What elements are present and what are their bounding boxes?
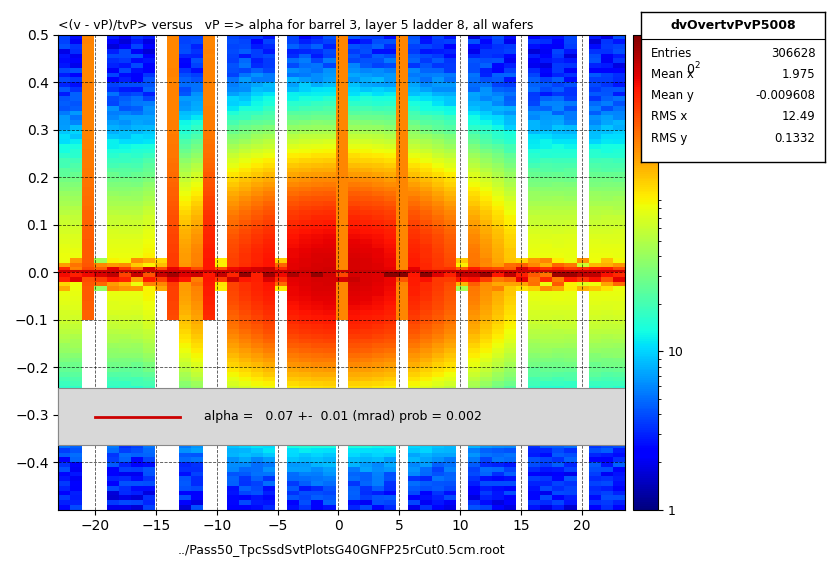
Text: alpha =   0.07 +-  0.01 (mrad) prob = 0.002: alpha = 0.07 +- 0.01 (mrad) prob = 0.002	[204, 411, 482, 423]
Text: Entries: Entries	[651, 47, 692, 60]
Text: RMS y: RMS y	[651, 131, 687, 145]
Text: RMS x: RMS x	[651, 111, 687, 123]
Text: Mean y: Mean y	[651, 89, 693, 102]
Text: $0^2$: $0^2$	[686, 61, 701, 78]
X-axis label: ../Pass50_TpcSsdSvtPlotsG40GNFP25rCut0.5cm.root: ../Pass50_TpcSsdSvtPlotsG40GNFP25rCut0.5…	[177, 544, 506, 558]
Text: 12.49: 12.49	[781, 111, 816, 123]
Text: <(v - vP)/tvP> versus   vP => alpha for barrel 3, layer 5 ladder 8, all wafers: <(v - vP)/tvP> versus vP => alpha for ba…	[58, 19, 534, 32]
Text: -0.009608: -0.009608	[756, 89, 816, 102]
Text: dvOvertvPvP5008: dvOvertvPvP5008	[671, 19, 796, 32]
Text: 0.1332: 0.1332	[775, 131, 816, 145]
Bar	[58, 389, 625, 445]
Text: 306628: 306628	[771, 47, 816, 60]
Text: 1.975: 1.975	[782, 68, 816, 81]
Text: Mean x: Mean x	[651, 68, 693, 81]
